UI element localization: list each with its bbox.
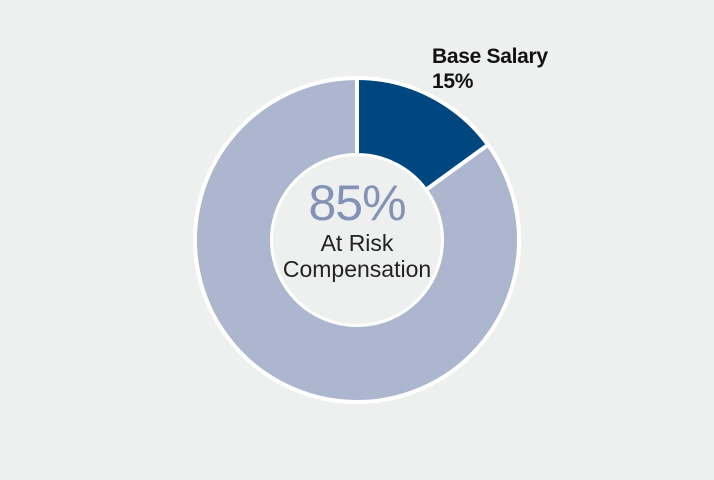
base-salary-label-name: Base Salary (432, 45, 548, 68)
donut-hole (273, 156, 441, 324)
slice-at-risk-compensation (193, 75, 521, 404)
base-salary-label: Base Salary 15% (432, 44, 548, 94)
center-label: 85% At Risk Compensation (257, 176, 457, 282)
center-text-line2: Compensation (282, 256, 432, 282)
center-value: 85% (308, 175, 406, 231)
base-salary-label-value: 15% (432, 70, 474, 93)
center-text-line1: At Risk (320, 230, 394, 256)
